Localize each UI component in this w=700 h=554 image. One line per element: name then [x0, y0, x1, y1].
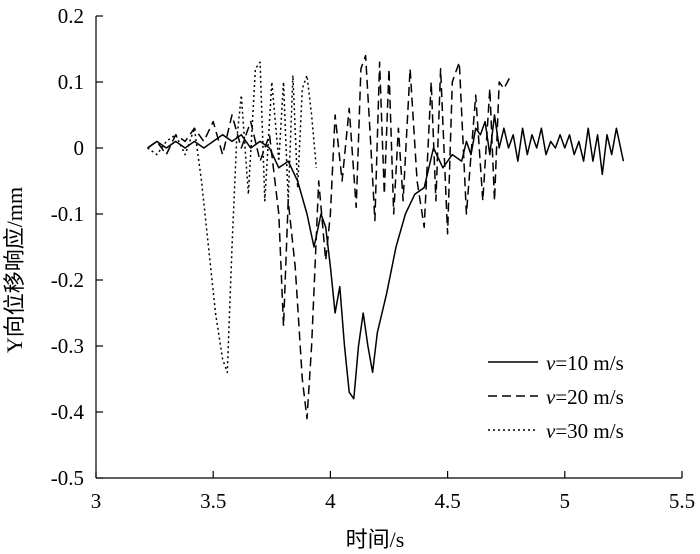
y-tick-label: 0: [74, 136, 85, 160]
y-tick-label: -0.5: [51, 466, 84, 490]
x-tick-label: 5.5: [669, 489, 695, 513]
series-lines: [147, 54, 625, 420]
y-tick-label: 0.1: [58, 70, 84, 94]
x-tick-label: 3.5: [200, 489, 226, 513]
legend: v=10 m/s v=20 m/s v=30 m/s: [488, 351, 624, 443]
y-tick-label: -0.3: [51, 334, 84, 358]
y-tick-label: -0.1: [51, 202, 84, 226]
y-tick-label: 0.2: [58, 4, 84, 28]
series-line-2: [147, 54, 512, 420]
axes: [95, 15, 683, 479]
x-tick-label: 4: [325, 489, 336, 513]
legend-label-1: v=10 m/s: [546, 351, 624, 375]
x-tick-label: 5: [560, 489, 571, 513]
y-tick-label: -0.4: [51, 400, 85, 424]
x-axis-label: 时间/s: [346, 527, 405, 552]
y-tick-label: -0.2: [51, 268, 84, 292]
x-tick-label: 3: [91, 489, 102, 513]
series-line-3: [147, 61, 318, 374]
legend-label-3: v=30 m/s: [546, 419, 624, 443]
y-axis-label: Y向位移响应/mm: [2, 187, 27, 353]
tick-labels: 3 3.5 4 4.5 5 5.5 0.2 0.1 0 -0.1 -0.2 -0.3 -0.4 -0.5: [51, 4, 695, 513]
x-tick-label: 4.5: [434, 489, 460, 513]
legend-label-2: v=20 m/s: [546, 385, 624, 409]
